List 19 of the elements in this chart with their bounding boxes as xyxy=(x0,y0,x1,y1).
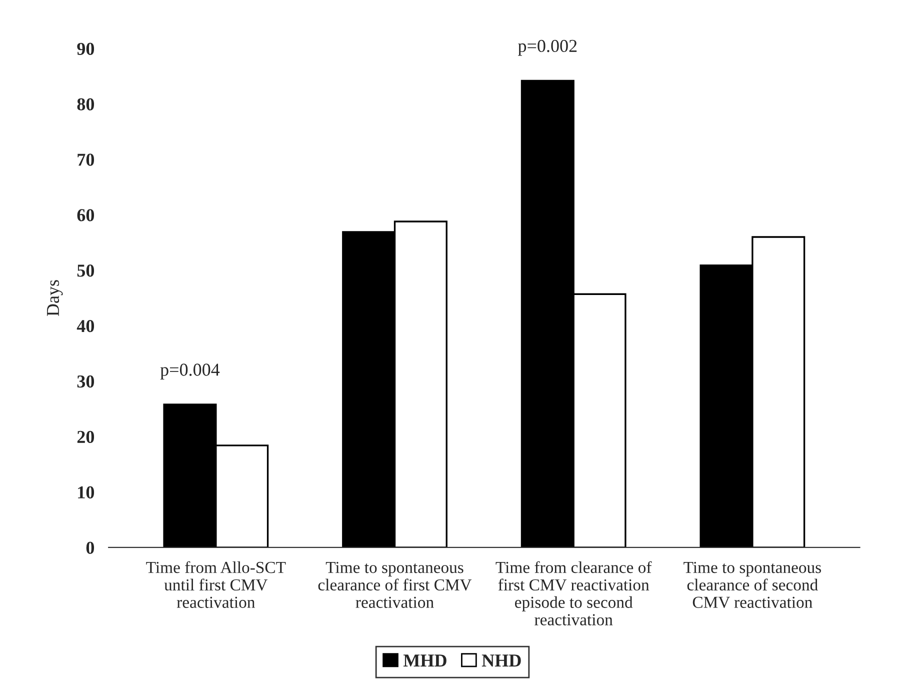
y-tick-label: 80 xyxy=(77,98,94,110)
x-tick-label: Time to spontaneous clearance of first CMV reactivation xyxy=(318,562,472,608)
y-tick-label: 20 xyxy=(77,430,94,444)
y-tick-label: 90 xyxy=(77,42,94,55)
x-tick-label: Time from Allo-SCT until first CMV reactivation xyxy=(146,561,286,608)
y-tick-label: 50 xyxy=(77,264,94,277)
y-axis-title: Days xyxy=(47,280,63,316)
legend-label: MHD xyxy=(403,654,446,666)
y-tick-label: 60 xyxy=(77,209,94,222)
y-tick-label: 30 xyxy=(77,375,94,388)
x-tick-label: Time from clearance of first CMV reactivation episode to second reactivation xyxy=(496,561,652,626)
legend-label: NHD xyxy=(482,654,521,666)
y-tick-label: 0 xyxy=(86,542,94,554)
y-tick-label: 70 xyxy=(78,154,94,166)
annotation: p=0.004 xyxy=(160,364,220,380)
y-tick-label: 10 xyxy=(78,486,94,498)
y-tick-label: 40 xyxy=(76,320,94,332)
annotation: p=0.002 xyxy=(518,40,577,56)
x-tick-label: Time to spontaneous clearance of second CMV reactivation xyxy=(684,562,821,608)
